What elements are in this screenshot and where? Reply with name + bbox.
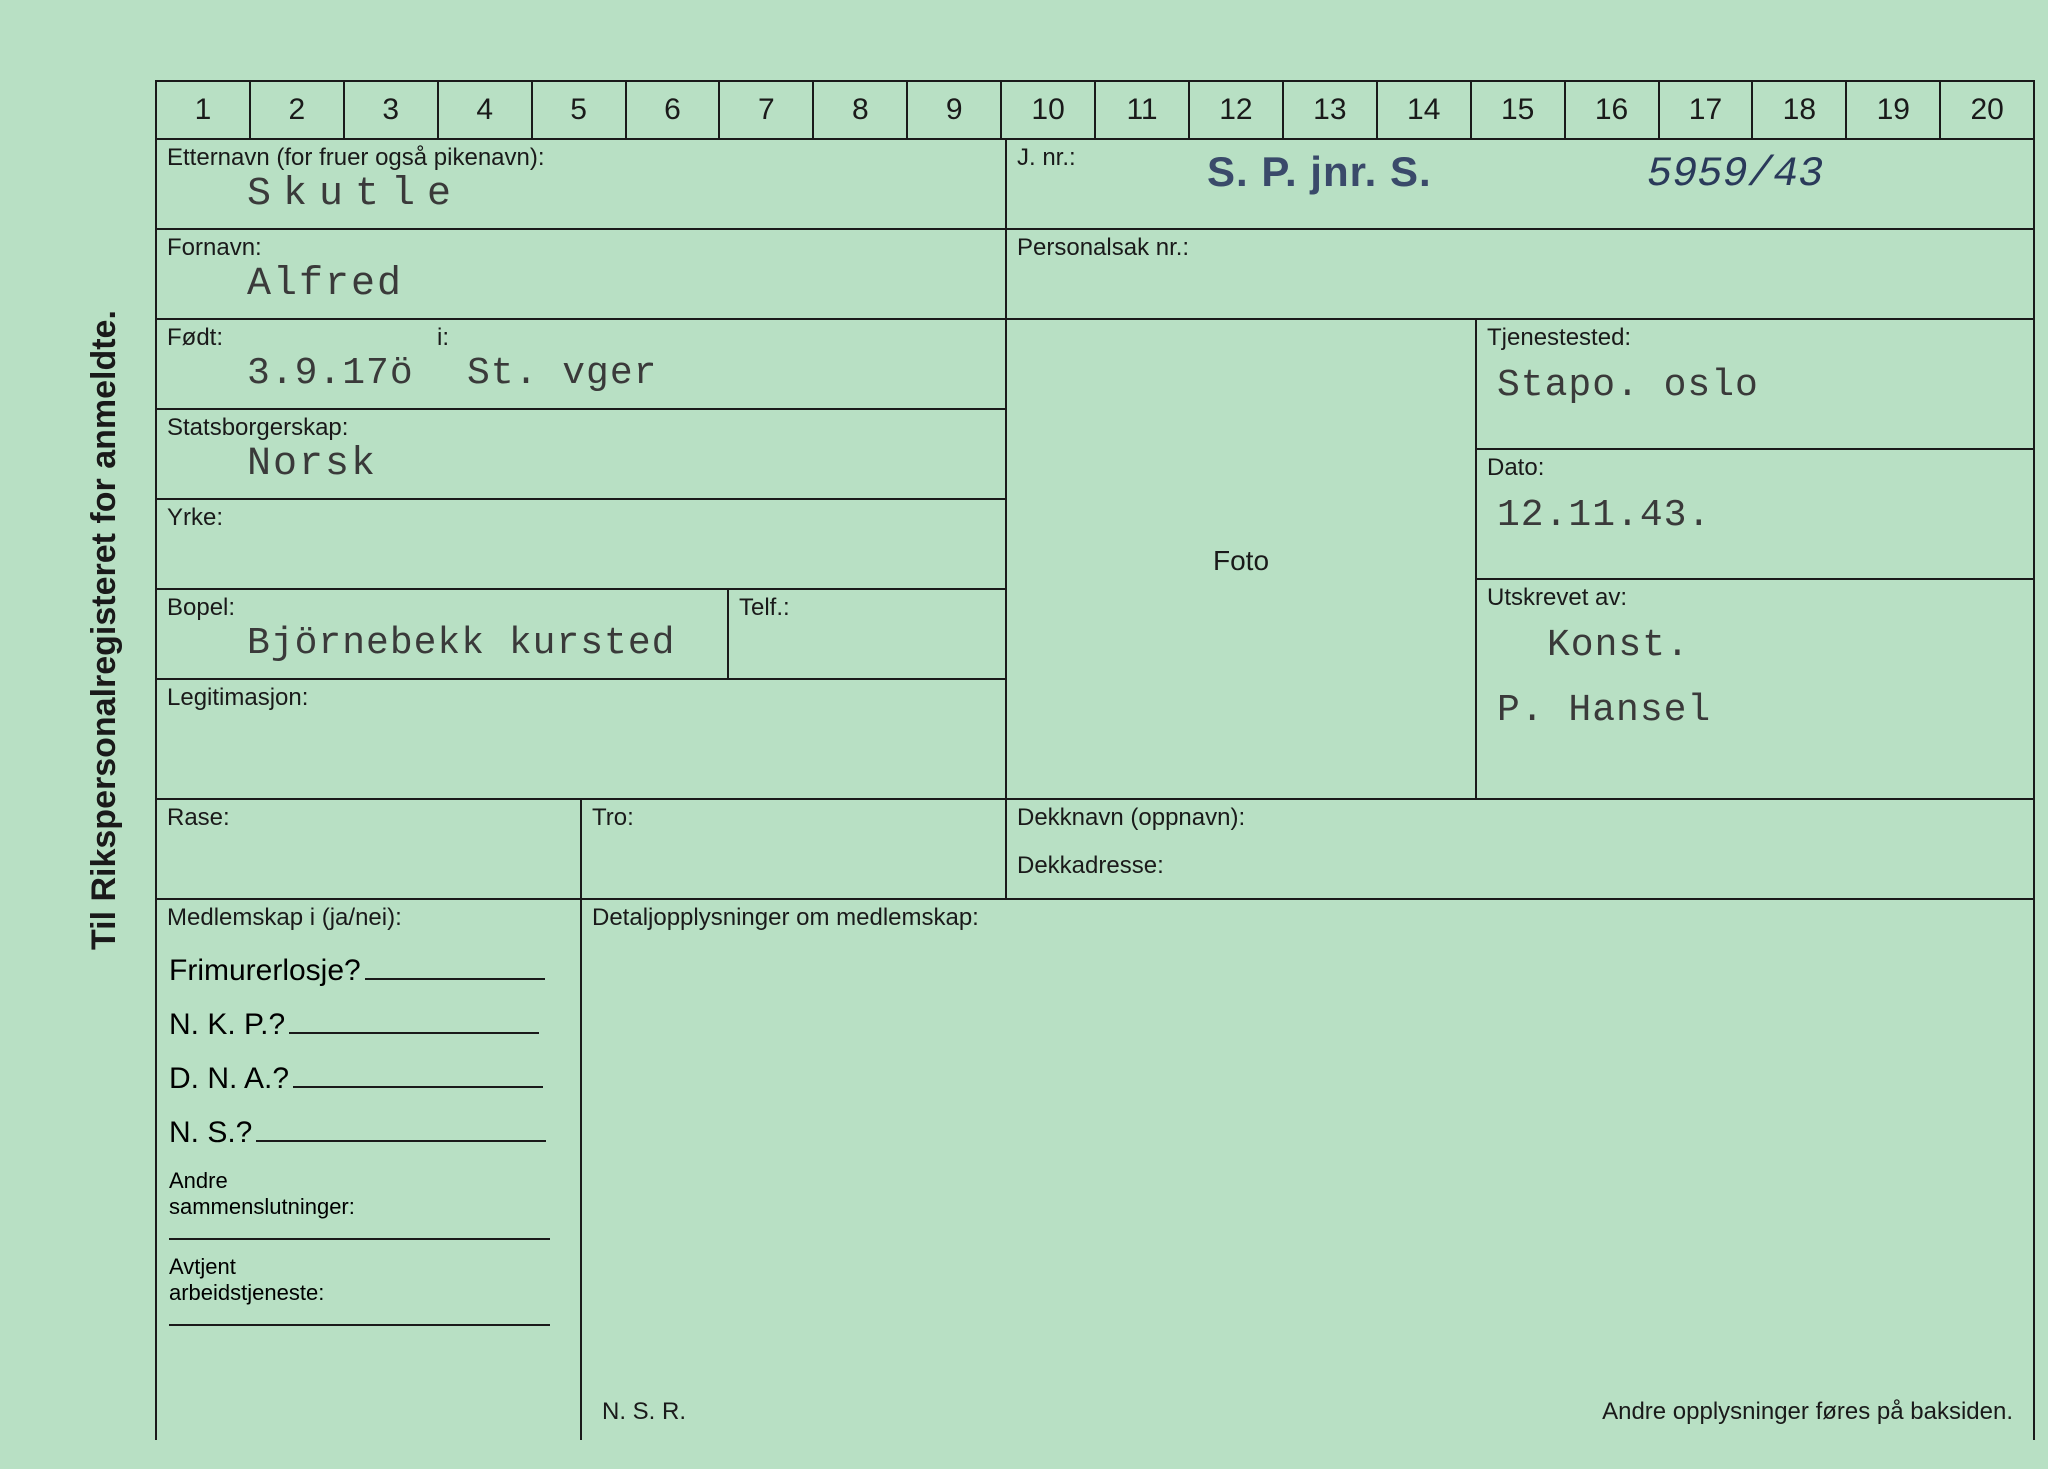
value-etternavn: Skutle: [157, 172, 1005, 217]
label-legitimasjon: Legitimasjon:: [157, 680, 1005, 712]
label-arbeid: arbeidstjeneste:: [169, 1280, 580, 1306]
number-ruler: 1 2 3 4 5 6 7 8 9 10 11 12 13 14 15 16 1…: [155, 80, 2035, 140]
label-tjenestested: Tjenestested:: [1477, 320, 2033, 352]
ruler-cell: 1: [157, 82, 251, 138]
footer-andre-opp: Andre opplysninger føres på baksiden.: [1602, 1398, 2013, 1426]
label-dekkadresse: Dekkadresse:: [1007, 832, 2033, 880]
label-rase: Rase:: [157, 800, 580, 832]
q-dna: D. N. A.?: [169, 1062, 289, 1096]
label-yrke: Yrke:: [157, 500, 1005, 532]
ruler-cell: 10: [1002, 82, 1096, 138]
label-dato: Dato:: [1477, 450, 2033, 482]
membership-line: D. N. A.?: [169, 1060, 580, 1096]
ruler-cell: 4: [439, 82, 533, 138]
ruler-cell: 20: [1941, 82, 2033, 138]
ruler-cell: 11: [1096, 82, 1190, 138]
value-dato: 12.11.43.: [1477, 482, 2033, 537]
membership-line: N. K. P.?: [169, 1006, 580, 1042]
label-foto: Foto: [1203, 541, 1279, 577]
label-telf: Telf.:: [729, 590, 1005, 622]
value-statsborgerskap: Norsk: [157, 442, 1005, 487]
label-statsborgerskap: Statsborgerskap:: [157, 410, 1005, 442]
ruler-cell: 14: [1378, 82, 1472, 138]
side-title: Til Rikspersonalregisteret for anmeldte.: [85, 310, 124, 950]
ruler-cell: 5: [533, 82, 627, 138]
membership-line: Frimurerlosje?: [169, 952, 580, 988]
registration-card: Til Rikspersonalregisteret for anmeldte.…: [60, 30, 2020, 1445]
value-fodt-i: St. vger: [427, 352, 1005, 395]
label-utskrevet: Utskrevet av:: [1477, 580, 2033, 612]
value-utskrevet1: Konst.: [1477, 612, 2033, 667]
value-fornavn: Alfred: [157, 262, 1005, 307]
q-frimurer: Frimurerlosje?: [169, 954, 361, 988]
label-personalsak: Personalsak nr.:: [1007, 230, 2033, 262]
label-andre: Andre: [169, 1168, 580, 1194]
label-dekknavn: Dekknavn (oppnavn):: [1007, 800, 2033, 832]
q-nkp: N. K. P.?: [169, 1008, 285, 1042]
value-bopel: Björnebekk kursted: [157, 622, 727, 665]
q-ns: N. S.?: [169, 1116, 252, 1150]
ruler-cell: 2: [251, 82, 345, 138]
ruler-cell: 16: [1566, 82, 1660, 138]
label-jnr: J. nr.:: [1007, 140, 2033, 172]
ruler-cell: 19: [1847, 82, 1941, 138]
hand-jnr: 5959/43: [1647, 150, 1823, 198]
ruler-cell: 3: [345, 82, 439, 138]
ruler-cell: 13: [1284, 82, 1378, 138]
ruler-cell: 17: [1660, 82, 1754, 138]
label-sammen: sammenslutninger:: [169, 1194, 580, 1220]
label-tro: Tro:: [582, 800, 1005, 832]
label-etternavn: Etternavn (for fruer også pikenavn):: [157, 140, 1005, 172]
ruler-cell: 8: [814, 82, 908, 138]
ruler-cell: 12: [1190, 82, 1284, 138]
value-fodt: 3.9.17ö: [157, 352, 427, 395]
membership-line: N. S.?: [169, 1114, 580, 1150]
form-body: Etternavn (for fruer også pikenavn): Sku…: [155, 140, 2035, 1440]
stamp-jnr: S. P. jnr. S.: [1207, 148, 1432, 196]
label-bopel: Bopel:: [157, 590, 727, 622]
label-i: i:: [427, 320, 1005, 352]
ruler-cell: 7: [720, 82, 814, 138]
footer-nsr: N. S. R.: [602, 1398, 686, 1426]
ruler-cell: 18: [1753, 82, 1847, 138]
value-tjenestested: Stapo. oslo: [1477, 352, 2033, 407]
ruler-cell: 6: [627, 82, 721, 138]
label-fornavn: Fornavn:: [157, 230, 1005, 262]
label-avtjent: Avtjent: [169, 1254, 580, 1280]
label-medlemskap: Medlemskap i (ja/nei):: [157, 900, 580, 942]
label-detalj: Detaljopplysninger om medlemskap:: [582, 900, 2033, 932]
ruler-cell: 9: [908, 82, 1002, 138]
ruler-cell: 15: [1472, 82, 1566, 138]
value-utskrevet2: P. Hansel: [1477, 667, 2033, 732]
label-fodt: Født:: [157, 320, 427, 352]
